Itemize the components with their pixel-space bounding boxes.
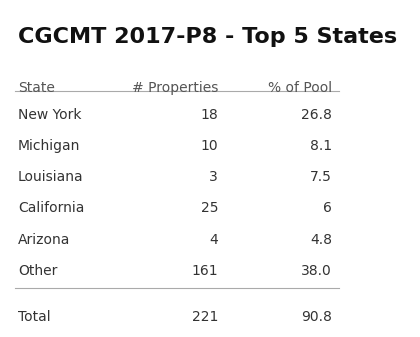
- Text: 10: 10: [200, 139, 218, 153]
- Text: 25: 25: [201, 202, 218, 215]
- Text: Total: Total: [18, 310, 50, 324]
- Text: 4: 4: [209, 233, 218, 247]
- Text: 26.8: 26.8: [301, 108, 332, 122]
- Text: 161: 161: [192, 264, 218, 278]
- Text: 6: 6: [323, 202, 332, 215]
- Text: Louisiana: Louisiana: [18, 170, 84, 184]
- Text: California: California: [18, 202, 84, 215]
- Text: Michigan: Michigan: [18, 139, 80, 153]
- Text: 3: 3: [209, 170, 218, 184]
- Text: Arizona: Arizona: [18, 233, 70, 247]
- Text: # Properties: # Properties: [132, 82, 218, 95]
- Text: CGCMT 2017-P8 - Top 5 States: CGCMT 2017-P8 - Top 5 States: [18, 27, 397, 47]
- Text: State: State: [18, 82, 55, 95]
- Text: 8.1: 8.1: [310, 139, 332, 153]
- Text: % of Pool: % of Pool: [268, 82, 332, 95]
- Text: 221: 221: [192, 310, 218, 324]
- Text: Other: Other: [18, 264, 58, 278]
- Text: 4.8: 4.8: [310, 233, 332, 247]
- Text: 18: 18: [200, 108, 218, 122]
- Text: New York: New York: [18, 108, 81, 122]
- Text: 90.8: 90.8: [301, 310, 332, 324]
- Text: 38.0: 38.0: [301, 264, 332, 278]
- Text: 7.5: 7.5: [310, 170, 332, 184]
